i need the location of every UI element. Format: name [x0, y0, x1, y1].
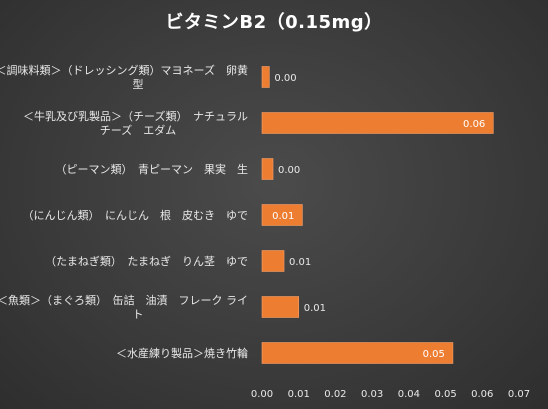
- bar: [261, 112, 494, 134]
- bar: [261, 342, 454, 364]
- data-label: 0.01: [289, 257, 311, 268]
- data-label: 0.00: [278, 165, 300, 176]
- chart-title: ビタミンB2（0.15mg）: [165, 12, 383, 33]
- bar: [261, 296, 300, 318]
- data-label: 0.01: [304, 303, 326, 314]
- category-label: （たまねぎ類） たまねぎ りん茎 ゆで: [45, 254, 248, 268]
- category-label: チーズ エダム: [100, 123, 176, 137]
- data-label: 0.05: [423, 349, 445, 360]
- x-tick-label: 0.00: [251, 389, 273, 400]
- x-tick-label: 0.05: [434, 389, 456, 400]
- category-label: ＜牛乳及び乳製品＞（チーズ類） ナチュラル: [23, 109, 248, 123]
- x-tick-label: 0.03: [361, 389, 383, 400]
- bar: [261, 158, 274, 180]
- x-tick-label: 0.04: [398, 389, 420, 400]
- category-label: （にんじん類） にんじん 根 皮むき ゆで: [23, 208, 249, 222]
- category-label: ＜魚類＞（まぐろ類） 缶詰 油漬 フレーク ライ: [0, 293, 248, 307]
- category-label: ＜水産練り製品＞焼き竹輪: [116, 346, 248, 360]
- bar: [261, 250, 285, 272]
- data-label: 0.06: [463, 119, 485, 130]
- x-tick-label: 0.02: [324, 389, 346, 400]
- category-label: ＜調味料類＞（ドレッシング類）マヨネーズ 卵黄: [0, 63, 248, 77]
- x-tick-label: 0.01: [288, 389, 310, 400]
- bar: [261, 204, 303, 226]
- x-tick-label: 0.07: [508, 389, 530, 400]
- bar: [261, 66, 270, 88]
- x-tick-label: 0.06: [471, 389, 493, 400]
- category-label: 型: [133, 77, 144, 91]
- category-label: ト: [133, 308, 144, 321]
- data-label: 0.00: [274, 73, 296, 84]
- category-label: （ピーマン類） 青ピーマン 果実 生: [56, 162, 249, 176]
- data-label: 0.01: [272, 211, 294, 222]
